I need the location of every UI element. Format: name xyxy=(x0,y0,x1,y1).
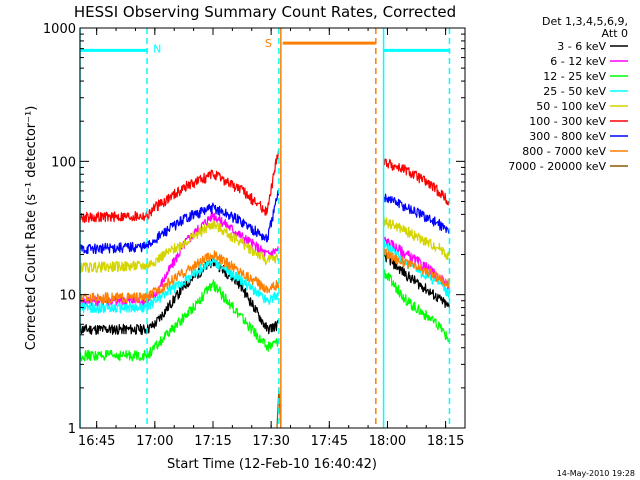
generation-timestamp: 14-May-2010 19:28 xyxy=(557,469,635,478)
y-axis-label: Corrected Count Rate (s⁻¹ detector⁻¹) xyxy=(24,106,39,351)
x-tick-label: 17:00 xyxy=(136,434,173,449)
x-tick-label: 16:45 xyxy=(78,434,115,449)
legend-entry: 6 - 12 keV xyxy=(550,55,606,68)
legend-entry: 50 - 100 keV xyxy=(536,100,606,113)
legend: Det 1,3,4,5,6,9,Att 03 - 6 keV 6 - 12 keV… xyxy=(508,15,628,173)
series-line-4 xyxy=(79,217,450,274)
legend-entry: 3 - 6 keV xyxy=(557,40,606,53)
legend-entry: 7000 - 20000 keV xyxy=(508,160,606,173)
legend-entry: 25 - 50 keV xyxy=(543,85,606,98)
x-tick-label: 18:00 xyxy=(369,434,406,449)
series-layer xyxy=(79,150,450,429)
legend-entry: 12 - 25 keV xyxy=(543,70,606,83)
annotation-label-s: S xyxy=(265,37,272,50)
y-tick-label: 10 xyxy=(59,289,76,304)
y-axis: 1 10 100 1000 xyxy=(43,22,465,437)
y-tick-label: 100 xyxy=(51,155,76,170)
x-tick-label: 17:15 xyxy=(194,434,231,449)
annotation-label-n: N xyxy=(153,43,161,56)
series-line-0 xyxy=(79,250,450,336)
x-axis-label: Start Time (12-Feb-10 16:40:42) xyxy=(167,457,377,472)
legend-title: Det 1,3,4,5,6,9, xyxy=(542,15,628,28)
y-tick-label: 1 xyxy=(68,422,76,437)
legend-entry: 300 - 800 keV xyxy=(529,130,606,143)
series-line-2 xyxy=(79,269,450,362)
legend-entry: 800 - 7000 keV xyxy=(522,145,606,158)
legend-title: Att 0 xyxy=(602,27,628,40)
x-tick-label: 17:30 xyxy=(252,434,289,449)
plot-frame xyxy=(79,27,466,429)
y-tick-label: 1000 xyxy=(43,22,76,37)
series-line-7 xyxy=(79,247,450,304)
x-tick-label: 18:15 xyxy=(427,434,464,449)
legend-entry: 100 - 300 keV xyxy=(529,115,606,128)
series-line-5 xyxy=(79,150,450,224)
series-line-6 xyxy=(79,190,450,255)
series-line-3 xyxy=(79,240,450,314)
chart-title: HESSI Observing Summary Count Rates, Cor… xyxy=(74,3,456,21)
x-tick-label: 17:45 xyxy=(311,434,348,449)
x-axis: 16:45 17:00 17:15 17:30 17:45 18:00 18:15 xyxy=(78,28,466,449)
